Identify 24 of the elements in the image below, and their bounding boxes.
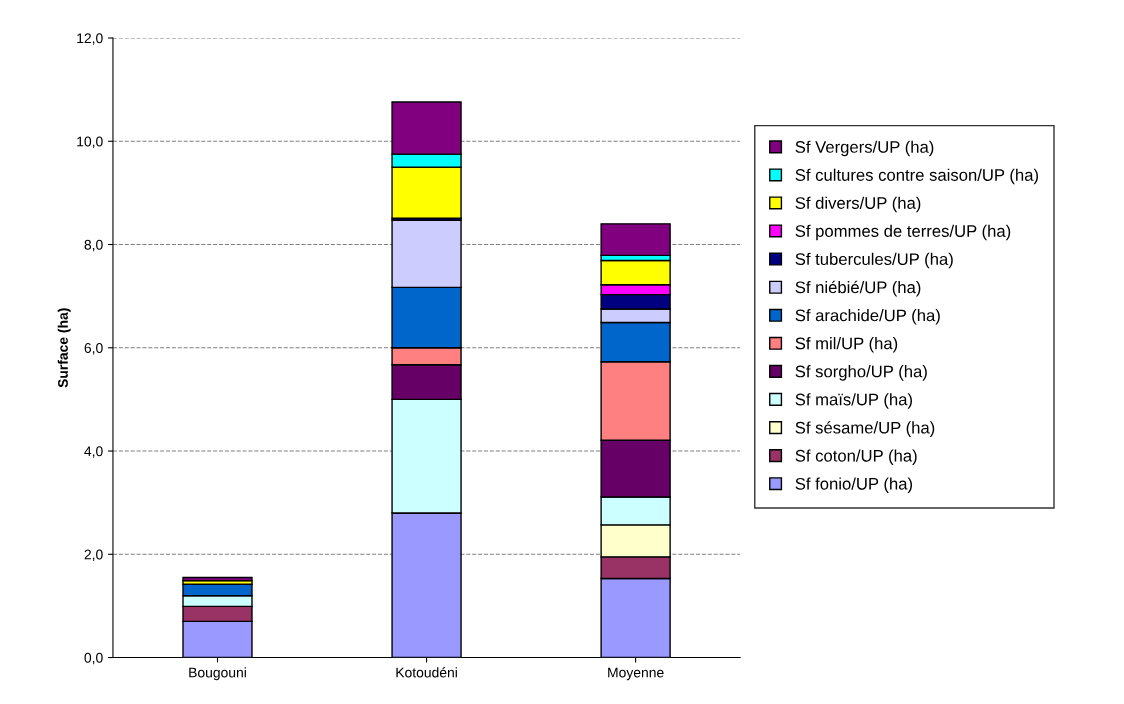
y-tick-label: 2,0 <box>84 549 103 562</box>
legend-label: Sf fonio/UP (ha) <box>795 477 912 493</box>
x-tick-label: Bougouni <box>189 667 246 681</box>
y-tick-label: 0,0 <box>84 652 103 665</box>
legend-label: Sf maïs/UP (ha) <box>795 393 912 409</box>
legend-label: Sf Vergers/UP (ha) <box>795 140 934 157</box>
y-axis-title: Surface (ha) <box>57 308 71 388</box>
y-tick-label: 6,0 <box>84 343 103 355</box>
y-tick-label: 8,0 <box>84 239 103 252</box>
legend-label: Sf sorgho/UP (ha) <box>795 365 927 381</box>
legend-label: Sf mil/UP (ha) <box>795 337 898 353</box>
legend-label: Sf cultures contre saison/UP (ha) <box>795 168 1038 185</box>
y-tick-label: 4,0 <box>84 446 103 458</box>
x-tick-label: Kotoudéni <box>396 667 457 678</box>
y-tick-label: 12,0 <box>77 33 103 45</box>
legend-label: Sf sésame/UP (ha) <box>795 421 935 437</box>
legend-label: Sf coton/UP (ha) <box>795 449 917 465</box>
legend-label: Sf tubercules/UP (ha) <box>795 252 953 269</box>
legend-label: Sf arachide/UP (ha) <box>795 309 940 325</box>
y-tick-label: 10,0 <box>77 136 103 149</box>
legend-label: Sf pommes de terres/UP (ha) <box>795 224 1011 241</box>
legend-label: Sf divers/UP (ha) <box>795 196 921 213</box>
legend-label: Sf niébié/UP (ha) <box>795 280 921 297</box>
x-tick-label: Moyenne <box>608 667 664 681</box>
